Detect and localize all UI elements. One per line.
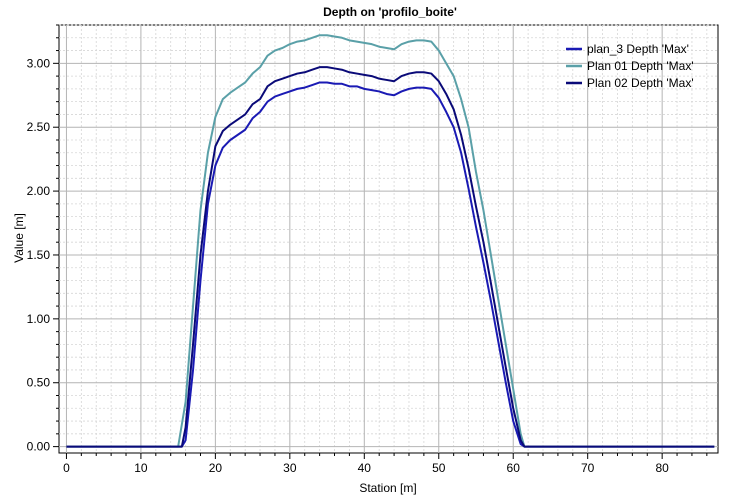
series-line-1: [66, 81, 715, 448]
y-tick-label: 0.50: [27, 376, 51, 390]
x-tick-label: 80: [655, 461, 669, 475]
legend-label: plan_3 Depth 'Max': [587, 42, 689, 56]
chart-legend: plan_3 Depth 'Max' Plan 01 Depth 'Max' Pla…: [566, 42, 694, 90]
x-axis-label: Station [m]: [359, 481, 416, 495]
minor-grid: [59, 24, 718, 453]
plot-area: [58, 24, 719, 454]
y-tick-label: 2.00: [27, 184, 51, 198]
x-tick-label: 10: [134, 461, 148, 475]
x-tick-label: 60: [507, 461, 521, 475]
y-tick-label: 0.00: [27, 440, 51, 454]
legend-label: Plan 01 Depth 'Max': [587, 59, 694, 73]
legend-label: Plan 02 Depth 'Max': [587, 76, 694, 90]
series-layer: [66, 34, 715, 448]
x-tick-label: 50: [432, 461, 446, 475]
x-axis-ticks: 0 10 20 30 40 50 60 70 80: [63, 453, 708, 475]
x-tick-label: 70: [581, 461, 595, 475]
x-tick-label: 0: [63, 461, 70, 475]
series-line-3: [66, 66, 715, 448]
y-axis-ticks: 0.00 0.50 1.00 1.50 2.00 2.50 3.00: [27, 24, 59, 454]
x-tick-label: 40: [358, 461, 372, 475]
y-tick-label: 3.00: [27, 56, 51, 70]
y-tick-label: 2.50: [27, 120, 51, 134]
series-line-2: [66, 34, 715, 448]
x-tick-label: 30: [283, 461, 297, 475]
y-tick-label: 1.50: [27, 248, 51, 262]
chart-title: Depth on 'profilo_boite': [323, 5, 457, 19]
y-axis-label: Value [m]: [12, 213, 26, 263]
x-tick-label: 20: [209, 461, 223, 475]
y-tick-label: 1.00: [27, 312, 51, 326]
